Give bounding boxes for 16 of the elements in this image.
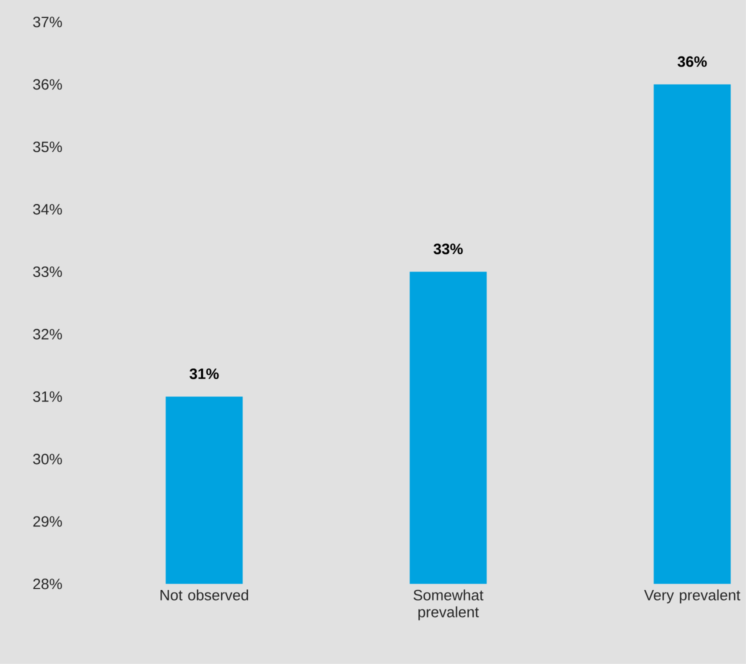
y-tick-label: 35% — [33, 142, 62, 152]
y-tick-label: 31% — [33, 391, 62, 402]
x-tick-label: Not observed — [160, 589, 248, 600]
data-label: 31% — [190, 368, 219, 380]
x-tick-label: Somewhat prevalent — [414, 589, 484, 620]
y-tick-label: 37% — [33, 16, 62, 28]
y-tick-label: 32% — [33, 328, 62, 340]
y-tick-label: 34% — [33, 204, 62, 215]
y-tick-label: 33% — [33, 266, 62, 278]
data-label: 36% — [678, 56, 707, 67]
y-tick-label: 30% — [33, 454, 62, 464]
x-tick-label: Very prevalent — [644, 589, 740, 604]
y-tick-label: 29% — [33, 516, 62, 527]
y-tick-label: 28% — [33, 578, 62, 590]
y-tick-label: 36% — [33, 79, 62, 90]
data-label: 33% — [434, 244, 463, 254]
